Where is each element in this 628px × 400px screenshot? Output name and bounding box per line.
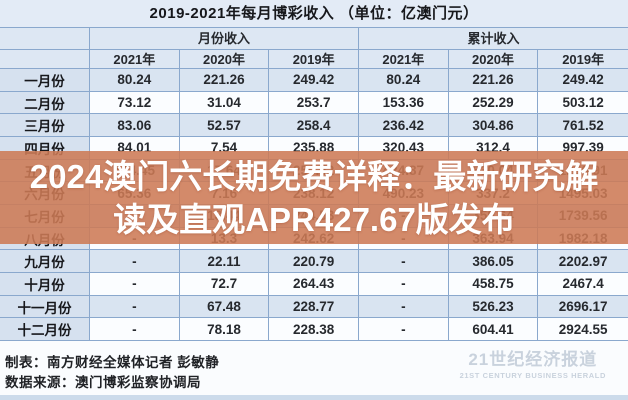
value-cell: 83.06 [90, 114, 180, 138]
year-header: 2019年 [269, 50, 359, 69]
credit-author: 制表：南方财经全媒体记者 彭敏静 [5, 355, 220, 370]
group-header-row: 月份收入 累计收入 [0, 28, 628, 50]
value-cell: 253.7 [269, 91, 359, 115]
value-cell: 386.05 [448, 250, 539, 274]
value-cell: 221.26 [448, 69, 539, 92]
value-cell: 249.42 [538, 69, 628, 92]
watermark-cn-text: 21世纪经济报道 [468, 350, 598, 369]
value-cell: 73.12 [90, 91, 180, 115]
corner-empty-cell [0, 50, 90, 69]
table-row: 十一月份 -67.48 228.77-526.23 2696.17 [0, 295, 628, 319]
value-cell: 503.12 [538, 92, 628, 115]
year-header-row: 2021年 2020年 2019年 2021年 2020年 2019年 [0, 50, 628, 69]
month-label: 九月份 [0, 250, 90, 274]
value-cell: 258.4 [269, 114, 359, 138]
value-cell: 304.86 [448, 114, 539, 138]
group-header-cumulative: 累计收入 [359, 28, 628, 50]
banner-text-line1: 2024澳门六长期免费详释：最新研究解 [29, 157, 599, 195]
table-row: 九月份 -22.11 220.79-386.05 2202.97 [0, 250, 628, 274]
value-cell: 604.41 [448, 318, 539, 342]
value-cell: 72.7 [179, 273, 270, 296]
month-label: 十一月份 [0, 295, 90, 319]
watermark-en-text: 21ST CENTURY BUSINESS HERALD [459, 371, 606, 380]
chart-title: 2019-2021年每月博彩收入 （单位：亿澳门元） [0, 0, 628, 28]
value-cell: 236.42 [358, 114, 449, 138]
overlay-ad-banner: 2024澳门六长期免费详释：最新研究解 读及直观APR427.67版发布 [0, 151, 628, 244]
value-cell: 2467.4 [538, 273, 628, 296]
table-row: 三月份 83.06 52.57 258.4 236.42 304.86 761.52 [0, 114, 628, 138]
value-cell: - [90, 250, 180, 274]
value-cell: 67.48 [179, 295, 270, 319]
group-header-monthly: 月份收入 [90, 28, 359, 50]
month-label: 一月份 [0, 69, 90, 92]
footer: 制表：南方财经全媒体记者 彭敏静 数据来源：澳门博彩监察协调局 21世纪经济报道… [0, 340, 628, 400]
value-cell: - [90, 295, 180, 319]
value-cell: 220.79 [269, 250, 359, 274]
value-cell: 221.26 [179, 69, 270, 92]
value-cell: 228.38 [269, 318, 359, 342]
month-label: 十月份 [0, 273, 90, 296]
value-cell: 31.04 [179, 91, 270, 115]
credit-source: 数据来源：澳门博彩监察协调局 [5, 375, 201, 390]
value-cell: 78.18 [179, 318, 270, 342]
value-cell: 228.77 [269, 295, 359, 319]
value-cell: - [358, 318, 449, 342]
publisher-watermark: 21世纪经济报道 21ST CENTURY BUSINESS HERALD [460, 345, 606, 380]
value-cell: - [90, 318, 180, 342]
value-cell: 252.29 [448, 91, 539, 115]
table-row: 二月份 73.12 31.04 253.7 153.36 252.29 503.12 [0, 91, 628, 115]
value-cell: 526.23 [448, 295, 539, 319]
value-cell: 22.11 [179, 250, 270, 274]
year-header: 2021年 [358, 50, 449, 69]
value-cell: 264.43 [269, 273, 359, 296]
corner-empty-cell [0, 28, 90, 50]
table-row: 十月份 -72.7 264.43-458.75 2467.4 [0, 273, 628, 296]
value-cell: 249.42 [269, 69, 359, 92]
value-cell: 80.24 [90, 69, 180, 92]
year-header: 2019年 [538, 50, 628, 69]
value-cell: 153.36 [358, 91, 449, 115]
year-header: 2020年 [448, 50, 539, 69]
value-cell: 2202.97 [538, 250, 628, 274]
value-cell: 2696.17 [538, 296, 628, 319]
table-row: 一月份 80.24 221.26 249.42 80.24 221.26 249.42 [0, 69, 628, 92]
value-cell: 458.75 [448, 273, 539, 296]
footer-bottom-strip [0, 395, 628, 400]
month-label: 十二月份 [0, 318, 90, 342]
value-cell: 2924.55 [538, 318, 628, 342]
month-label: 二月份 [0, 91, 90, 115]
value-cell: - [358, 273, 449, 296]
year-header: 2020年 [179, 50, 270, 69]
banner-text-line2: 读及直观APR427.67版发布 [113, 200, 515, 238]
table-row: 十二月份 -78.18 228.38-604.41 2924.55 [0, 318, 628, 342]
value-cell: - [358, 250, 449, 274]
value-cell: 761.52 [538, 114, 628, 138]
value-cell: 52.57 [179, 114, 270, 138]
month-label: 三月份 [0, 114, 90, 138]
value-cell: 80.24 [358, 69, 449, 92]
value-cell: - [90, 273, 180, 296]
value-cell: - [358, 295, 449, 319]
year-header: 2021年 [90, 50, 180, 69]
